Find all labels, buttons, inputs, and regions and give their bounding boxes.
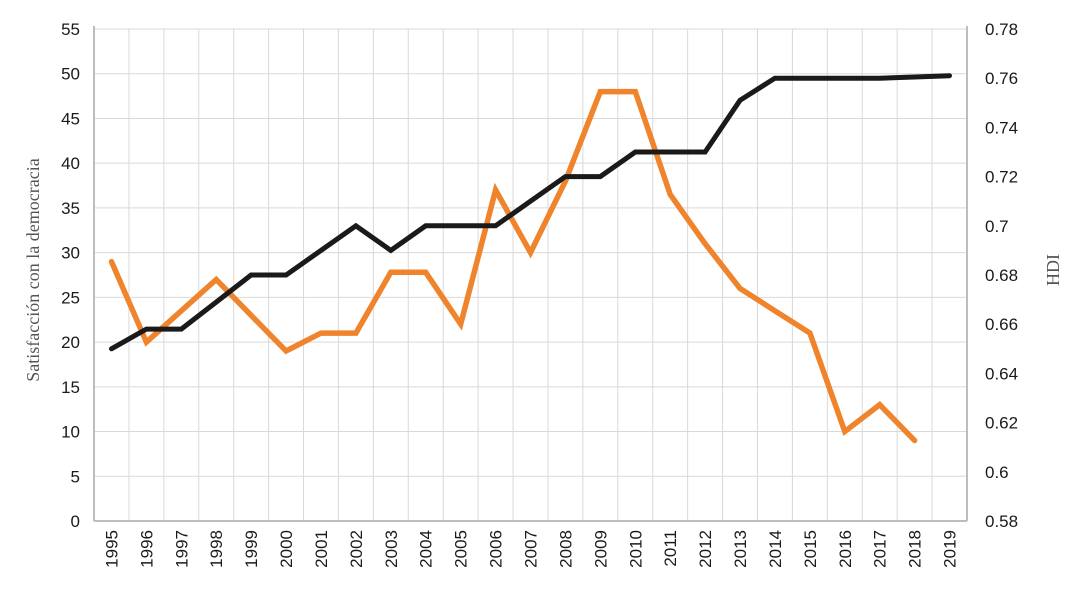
left-tick-label: 15 [61, 378, 80, 397]
left-tick-label: 20 [61, 333, 80, 352]
x-tick-label: 2017 [871, 530, 890, 568]
series-lines [108, 73, 952, 444]
x-tick-label: 2009 [591, 530, 610, 568]
x-tick-label: 2007 [522, 530, 541, 568]
hdi-line [109, 73, 952, 352]
left-axis-title: Satisfacción con la democracia [23, 158, 43, 381]
right-tick-label: 0.64 [985, 364, 1018, 383]
x-tick-label: 2003 [382, 530, 401, 568]
right-tick-label: 0.6 [985, 463, 1009, 482]
x-tick-label: 1998 [207, 530, 226, 568]
x-tick-label: 2006 [487, 530, 506, 568]
right-tick-label: 0.7 [985, 217, 1009, 236]
x-tick-label: 2014 [766, 530, 785, 568]
right-tick-label: 0.62 [985, 414, 1018, 433]
left-tick-label: 5 [71, 467, 80, 486]
left-tick-label: 30 [61, 244, 80, 263]
x-axis-ticks: 1995 1996 1997 1998 1999 2000 2001 2002 2003 2004… [102, 530, 959, 568]
x-tick-label: 2019 [941, 530, 960, 568]
x-tick-label: 2015 [801, 530, 820, 568]
right-tick-label: 0.72 [985, 168, 1018, 187]
right-axis-title: HDI [1043, 254, 1063, 286]
right-tick-label: 0.66 [985, 315, 1018, 334]
x-tick-label: 2008 [556, 530, 575, 568]
x-tick-label: 2012 [696, 530, 715, 568]
x-tick-label: 2011 [661, 530, 680, 567]
x-tick-label: 2004 [417, 530, 436, 568]
x-tick-label: 1996 [137, 530, 156, 568]
right-tick-label: 0.58 [985, 512, 1018, 531]
left-tick-label: 10 [61, 423, 80, 442]
left-tick-label: 50 [61, 65, 80, 84]
left-tick-label: 55 [61, 20, 80, 39]
left-axis-ticks: 0 5 10 15 20 25 30 35 40 45 50 55 [61, 20, 80, 531]
left-tick-label: 40 [61, 154, 80, 173]
x-tick-label: 2018 [906, 530, 925, 568]
x-tick-label: 1999 [242, 530, 261, 568]
grid-lines [93, 28, 968, 522]
right-tick-label: 0.78 [985, 20, 1018, 39]
x-tick-label: 2016 [836, 530, 855, 568]
left-tick-label: 45 [61, 109, 80, 128]
x-tick-label: 2002 [347, 530, 366, 568]
x-tick-label: 1995 [102, 530, 121, 568]
left-tick-label: 35 [61, 199, 80, 218]
x-tick-label: 2000 [277, 530, 296, 568]
left-tick-label: 0 [71, 512, 80, 531]
right-tick-label: 0.74 [985, 118, 1018, 137]
left-tick-label: 25 [61, 288, 80, 307]
x-tick-label: 1997 [172, 530, 191, 568]
satisfaction-line [108, 88, 918, 444]
right-tick-label: 0.68 [985, 266, 1018, 285]
right-tick-label: 0.76 [985, 69, 1018, 88]
x-tick-label: 2013 [731, 530, 750, 568]
right-axis-ticks: 0.58 0.6 0.62 0.64 0.66 0.68 0.7 0.72 0.74 0.76 0.… [985, 20, 1018, 531]
x-tick-label: 2001 [312, 530, 331, 568]
x-tick-label: 2010 [626, 530, 645, 568]
x-tick-label: 2005 [452, 530, 471, 568]
axes [93, 26, 968, 522]
